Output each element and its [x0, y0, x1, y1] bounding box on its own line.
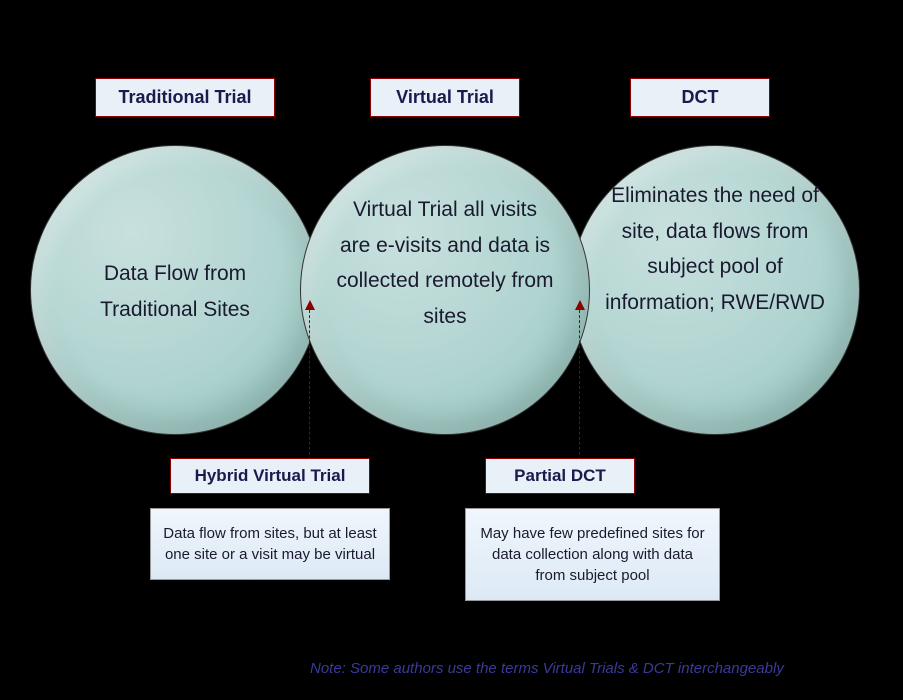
top-label-traditional: Traditional Trial — [95, 78, 275, 117]
desc-box-hybrid: Data flow from sites, but at least one s… — [150, 508, 390, 580]
footnote: Note: Some authors use the terms Virtual… — [310, 660, 784, 677]
top-label-dct: DCT — [630, 78, 770, 117]
circle-text-traditional: Data Flow from Traditional Sites — [65, 256, 285, 327]
desc-box-partial: May have few predefined sites for data c… — [465, 508, 720, 601]
circle-text-dct: Eliminates the need of site, data flows … — [595, 178, 835, 321]
arrow-line-hybrid — [309, 310, 311, 460]
arrow-head-hybrid — [305, 300, 315, 310]
top-label-virtual: Virtual Trial — [370, 78, 520, 117]
arrow-head-partial — [575, 300, 585, 310]
circle-text-virtual: Virtual Trial all visits are e-visits an… — [335, 192, 555, 335]
sub-label-partial: Partial DCT — [485, 458, 635, 494]
sub-label-hybrid: Hybrid Virtual Trial — [170, 458, 370, 494]
arrow-line-partial — [579, 310, 581, 460]
